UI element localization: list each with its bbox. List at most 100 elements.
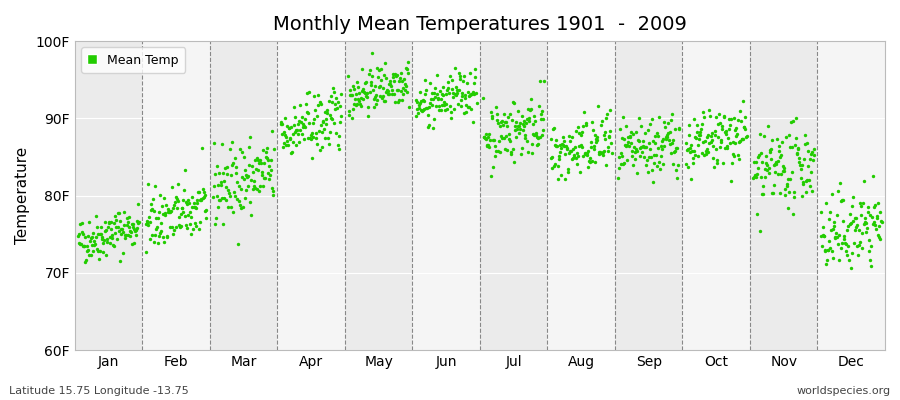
Point <box>189 205 203 211</box>
Point <box>76 243 90 249</box>
Point <box>302 89 317 95</box>
Point <box>127 240 141 246</box>
Point <box>400 89 415 95</box>
Point <box>757 133 771 140</box>
Point <box>465 119 480 126</box>
Point <box>428 103 443 109</box>
Point <box>194 196 208 203</box>
Point <box>856 200 870 206</box>
Point <box>847 240 861 246</box>
Point <box>310 141 325 147</box>
Point <box>477 134 491 140</box>
Point <box>220 164 235 170</box>
Point <box>778 192 793 198</box>
Point <box>579 122 593 128</box>
Point <box>161 209 176 215</box>
Point <box>857 220 871 227</box>
Point <box>496 134 510 141</box>
Point <box>549 137 563 144</box>
Point <box>686 155 700 161</box>
Point <box>513 120 527 126</box>
Point <box>825 255 840 261</box>
Point <box>418 91 433 97</box>
Point <box>482 144 496 150</box>
Legend: Mean Temp: Mean Temp <box>81 47 185 73</box>
Point <box>87 238 102 244</box>
Point <box>707 132 722 138</box>
Point <box>217 194 231 201</box>
Point <box>624 140 638 147</box>
Point <box>415 107 429 113</box>
Point <box>165 183 179 190</box>
Point <box>758 174 772 180</box>
Point <box>285 138 300 145</box>
Point <box>196 186 211 192</box>
Point <box>629 146 643 152</box>
Point <box>561 166 575 172</box>
Point <box>873 236 887 242</box>
Point <box>283 136 297 142</box>
Point <box>840 252 854 258</box>
Point <box>549 143 563 149</box>
Point <box>583 143 598 150</box>
Point <box>443 103 457 110</box>
Point <box>785 169 799 175</box>
Point <box>174 222 188 229</box>
Point <box>823 208 837 215</box>
Point <box>185 203 200 210</box>
Point <box>868 222 882 228</box>
Point <box>89 246 104 252</box>
Point <box>841 242 855 249</box>
Point <box>391 87 405 94</box>
Point <box>711 134 725 140</box>
Point <box>96 240 111 246</box>
Point <box>112 209 126 216</box>
Point <box>384 91 399 97</box>
Point <box>226 159 240 166</box>
Bar <box>277 41 345 350</box>
Point <box>704 132 718 139</box>
Point <box>594 122 608 128</box>
Point <box>123 228 138 235</box>
Point <box>388 98 402 105</box>
Point <box>695 150 709 156</box>
Point <box>233 146 248 152</box>
Point <box>527 132 542 138</box>
Point <box>842 257 856 264</box>
Point <box>859 228 873 235</box>
Point <box>157 194 171 201</box>
Point <box>77 242 92 249</box>
Point <box>495 135 509 142</box>
Point <box>724 178 738 184</box>
Point <box>381 88 395 94</box>
Point <box>265 184 279 191</box>
Point <box>162 208 176 214</box>
Point <box>867 219 881 225</box>
Point <box>428 85 442 92</box>
Point <box>752 152 766 159</box>
Point <box>500 147 515 154</box>
Point <box>210 162 224 169</box>
Point <box>763 145 778 152</box>
Point <box>105 232 120 238</box>
Point <box>112 228 126 234</box>
Point <box>801 162 815 169</box>
Point <box>519 138 534 144</box>
Point <box>375 85 390 91</box>
Point <box>587 145 601 152</box>
Point <box>762 148 777 155</box>
Point <box>412 89 427 95</box>
Point <box>198 191 212 198</box>
Point <box>753 174 768 180</box>
Point <box>151 215 166 222</box>
Point <box>568 144 582 150</box>
Point <box>398 81 412 87</box>
Point <box>148 226 163 232</box>
Point <box>291 121 305 127</box>
Point <box>212 204 226 210</box>
Point <box>450 87 464 93</box>
Point <box>835 218 850 224</box>
Point <box>342 108 356 114</box>
Point <box>294 114 309 121</box>
Point <box>446 90 461 96</box>
